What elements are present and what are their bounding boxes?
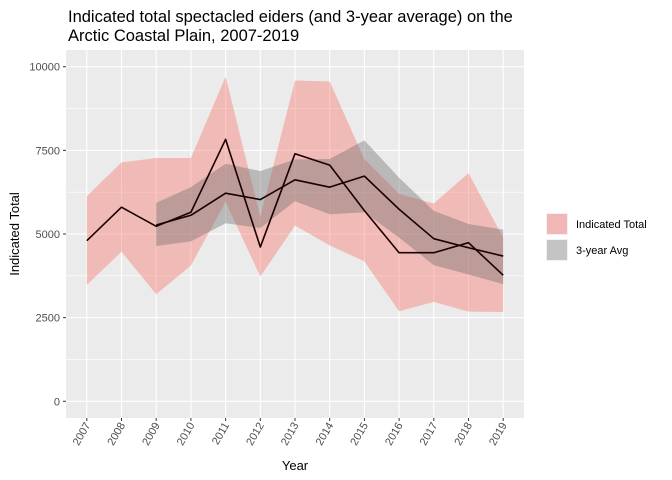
y-tick-label: 0 bbox=[54, 396, 60, 408]
y-tick-label: 5000 bbox=[36, 229, 60, 241]
x-axis-title: Year bbox=[282, 458, 309, 473]
x-tick-label: 2010 bbox=[175, 421, 198, 448]
legend-label-indicated-total: Indicated Total bbox=[576, 219, 647, 231]
x-tick-label: 2015 bbox=[348, 421, 371, 448]
y-tick-label: 7500 bbox=[36, 145, 60, 157]
x-tick-label: 2008 bbox=[105, 421, 128, 448]
y-axis: 0 2500 5000 7500 10000 bbox=[29, 62, 66, 408]
y-tick-label: 10000 bbox=[29, 62, 60, 74]
legend: Indicated Total 3-year Avg bbox=[546, 213, 647, 261]
legend-swatch-3yr-avg bbox=[547, 240, 567, 260]
x-tick-label: 2016 bbox=[383, 421, 406, 448]
x-axis: 2007 2008 2009 2010 2011 2012 2013 2014 2015 2016… bbox=[71, 418, 510, 448]
legend-label-3yr-avg: 3-year Avg bbox=[576, 245, 628, 257]
series-lines bbox=[86, 138, 504, 276]
y-tick-label: 2500 bbox=[36, 313, 60, 325]
line-3yr-avg bbox=[155, 175, 504, 257]
x-tick-label: 2007 bbox=[71, 421, 94, 448]
x-tick-label: 2014 bbox=[314, 421, 337, 448]
line-indicated-total bbox=[86, 138, 504, 276]
major-gridlines bbox=[66, 50, 524, 418]
y-axis-title: Indicated Total bbox=[7, 192, 22, 276]
x-tick-label: 2013 bbox=[279, 421, 302, 448]
x-tick-label: 2011 bbox=[210, 421, 232, 447]
x-tick-label: 2012 bbox=[244, 421, 267, 448]
x-tick-label: 2017 bbox=[418, 421, 441, 448]
legend-swatch-indicated-total bbox=[547, 214, 567, 234]
chart-title: Indicated total spectacled eiders (and 3… bbox=[68, 8, 513, 45]
x-tick-label: 2009 bbox=[140, 421, 163, 448]
x-tick-label: 2019 bbox=[487, 421, 510, 448]
band-3yr-avg bbox=[156, 140, 504, 285]
x-tick-label: 2018 bbox=[452, 421, 475, 448]
